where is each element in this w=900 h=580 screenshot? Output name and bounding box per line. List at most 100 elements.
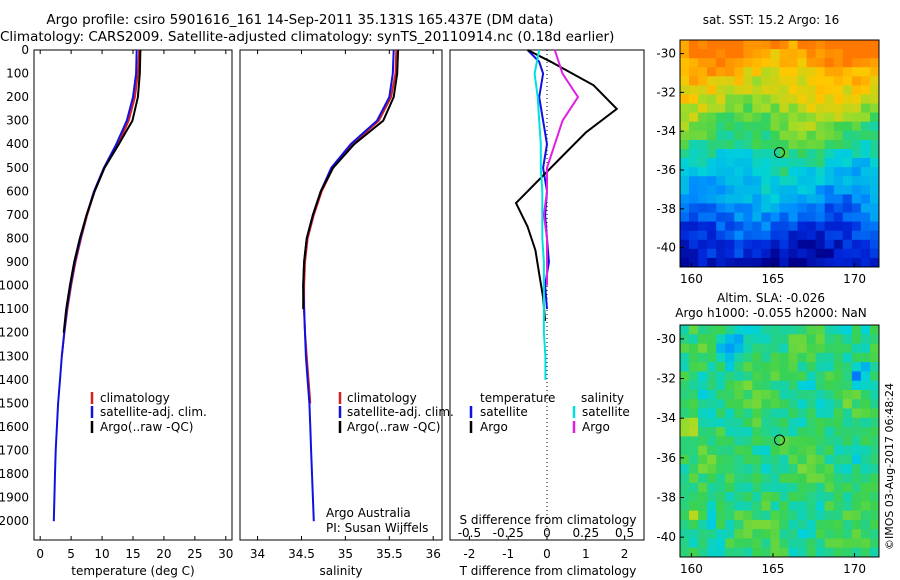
heatmap-cell — [788, 547, 799, 557]
heatmap-cell — [761, 399, 771, 410]
heatmap-cell — [752, 212, 762, 223]
heatmap-cell — [806, 464, 817, 475]
sst-map-axes: 160 165 170 -30 -32 -34 -36 -38 -40 — [656, 47, 866, 286]
heatmap-cell — [716, 464, 726, 475]
heatmap-cell — [725, 67, 735, 77]
heatmap-cell — [806, 362, 817, 372]
heatmap-cell — [788, 257, 799, 267]
heatmap-cell — [752, 248, 762, 259]
heatmap-cell — [833, 85, 844, 96]
heatmap-cell — [797, 58, 808, 68]
heatmap-cell — [797, 492, 808, 502]
heatmap-cell — [725, 510, 735, 521]
heatmap-cell — [770, 436, 781, 447]
heatmap-cell — [806, 158, 817, 168]
heatmap-cell — [788, 76, 799, 86]
sst-map-frame — [679, 39, 880, 268]
heatmap-cell — [680, 221, 690, 232]
heatmap-cell — [725, 49, 735, 59]
heatmap-cell — [797, 212, 808, 223]
heatmap-cell — [680, 325, 690, 335]
heatmap-cell — [707, 519, 717, 530]
heatmap-cell — [779, 343, 790, 354]
heatmap-cell — [824, 212, 835, 223]
heatmap-cell — [761, 436, 771, 447]
heatmap-cell — [851, 390, 862, 400]
heatmap-cell — [752, 176, 762, 186]
heatmap-cell — [716, 417, 726, 428]
heatmap-cell — [842, 67, 853, 77]
heatmap-cell — [707, 257, 717, 267]
heatmap-cell — [870, 510, 879, 521]
heatmap-cell — [815, 49, 826, 59]
heatmap-cell — [689, 482, 699, 493]
heatmap-cell — [680, 547, 690, 557]
heatmap-cell — [797, 427, 808, 437]
heatmap-cell — [833, 445, 844, 456]
heatmap-cell — [797, 85, 808, 96]
heatmap-cell — [716, 212, 726, 223]
heatmap-cell — [761, 519, 771, 530]
heatmap-cell — [806, 473, 817, 484]
depth-tick-label: 100 — [6, 67, 29, 81]
heatmap-cell — [707, 380, 717, 391]
heatmap-cell — [743, 390, 753, 400]
heatmap-cell — [725, 538, 735, 549]
heatmap-cell — [824, 427, 835, 437]
heatmap-cell — [806, 445, 817, 456]
heatmap-cell — [824, 121, 835, 132]
series-line-climatology — [303, 49, 398, 404]
heatmap-cell — [842, 94, 853, 105]
heatmap-cell — [788, 492, 799, 502]
heatmap-cell — [824, 257, 835, 267]
heatmap-cell — [806, 408, 817, 419]
heatmap-cell — [851, 482, 862, 493]
heatmap-cell — [833, 399, 844, 410]
heatmap-cell — [689, 221, 699, 232]
heatmap-cell — [806, 85, 817, 96]
heatmap-cell — [734, 139, 744, 150]
heatmap-cell — [680, 417, 690, 428]
heatmap-cell — [770, 257, 781, 267]
heatmap-cell — [680, 473, 690, 484]
heatmap-cell — [851, 230, 862, 241]
heatmap-cell — [824, 248, 835, 259]
depth-tick-label: 1800 — [0, 467, 29, 481]
heatmap-cell — [689, 417, 699, 428]
heatmap-cell — [734, 185, 744, 195]
heatmap-cell — [842, 130, 853, 141]
heatmap-cell — [870, 445, 879, 456]
heatmap-cell — [779, 399, 790, 410]
heatmap-cell — [770, 482, 781, 493]
depth-tick-label: 1100 — [0, 302, 29, 316]
heatmap-cell — [725, 85, 735, 96]
heatmap-cell — [734, 325, 744, 335]
heatmap-cell — [680, 257, 690, 267]
heatmap-cell — [743, 538, 753, 549]
heatmap-cell — [851, 334, 862, 345]
heatmap-cell — [815, 492, 826, 502]
heatmap-cell — [734, 445, 744, 456]
heatmap-cell — [815, 203, 826, 214]
heatmap-cell — [752, 221, 762, 232]
heatmap-cell — [860, 257, 871, 267]
heatmap-cell — [860, 464, 871, 475]
heatmap-cell — [698, 158, 708, 168]
heatmap-cell — [833, 257, 844, 267]
map-y-tick-label: -36 — [656, 451, 676, 465]
heatmap-cell — [860, 167, 871, 177]
map-y-tick-label: -38 — [656, 491, 676, 505]
heatmap-cell — [860, 445, 871, 456]
heatmap-cell — [716, 454, 726, 465]
heatmap-cell — [752, 538, 762, 549]
heatmap-cell — [734, 121, 744, 132]
heatmap-cell — [734, 257, 744, 267]
heatmap-cell — [734, 176, 744, 186]
heatmap-cell — [860, 390, 871, 400]
salinity-legend: climatology satellite-adj. clim. Argo(..… — [338, 391, 454, 434]
heatmap-cell — [851, 473, 862, 484]
heatmap-cell — [842, 149, 853, 159]
heatmap-cell — [797, 248, 808, 259]
heatmap-cell — [689, 427, 699, 437]
heatmap-cell — [788, 519, 799, 530]
